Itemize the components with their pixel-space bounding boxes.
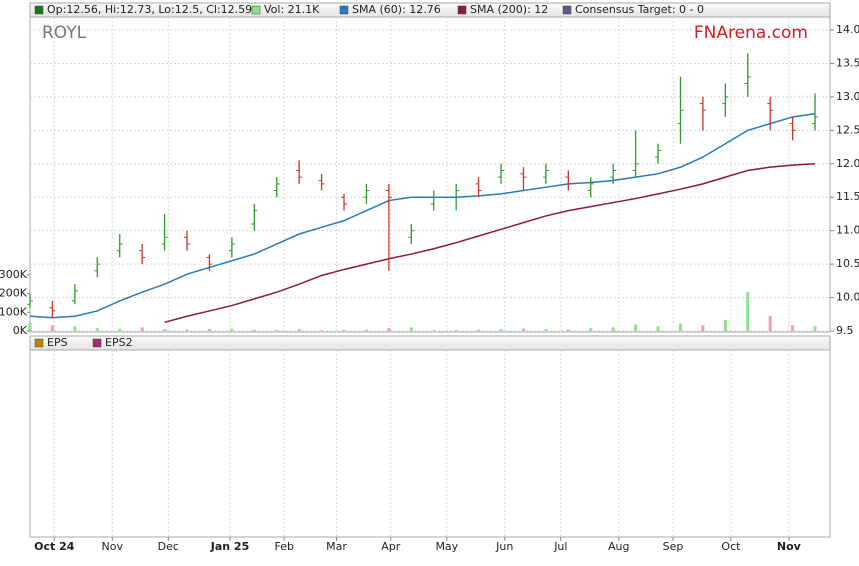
volume-bar [95,328,99,331]
volume-bar [477,329,481,331]
volume-bar [432,329,436,331]
y-tick-label: 10.5 [836,257,859,270]
legend-label: Op:12.56, Hi:12.73, Lo:12.5, Cl:12.59 [47,3,252,16]
volume-bar [73,326,77,331]
y-tick-label: 14.0 [836,23,859,36]
x-tick-label: Nov [777,540,802,553]
volume-bar [701,325,705,331]
y-tick-label: 12.0 [836,157,859,170]
volume-bar [387,328,391,331]
volume-bar [320,330,324,331]
y-tick-label: 11.5 [836,190,859,203]
volume-bar [297,329,301,331]
volume-bar [813,326,817,331]
volume-bar [207,329,211,331]
volume-tick-label: 0K [13,324,28,337]
y-tick-label: 9.5 [836,324,854,337]
x-tick-label: Dec [158,540,179,553]
eps-legend-bar [29,335,831,351]
x-tick-label: Mar [326,540,347,553]
volume-bar [768,316,772,331]
x-tick-label: Aug [608,540,629,553]
plot-layer [27,17,830,537]
legend-label: EPS [47,336,68,349]
volume-bar [275,329,279,331]
volume-bar [791,325,795,331]
legend-label: EPS2 [105,336,133,349]
volume-bar [634,324,638,331]
volume-bar [521,328,525,331]
sma-line [164,163,816,324]
volume-bar [118,328,122,331]
volume-bar [611,327,615,331]
x-tick-label: Nov [102,540,124,553]
volume-bar [28,322,32,331]
volume-bar [589,328,593,331]
legend-label: SMA (60): 12.76 [352,3,441,16]
x-tick-label: Oct [721,540,741,553]
x-tick-label: Apr [381,540,401,553]
volume-bar [723,319,727,331]
volume-tick-label: 100K [0,305,28,318]
y-tick-label: 10.0 [836,291,859,304]
volume-bar [566,329,570,331]
volume-bar [342,329,346,331]
legend-label: Consensus Target: 0 - 0 [575,3,704,16]
legend-swatch [251,5,261,15]
legend-swatch [457,5,467,15]
volume-bar [185,329,189,331]
volume-bar [140,327,144,331]
volume-bar [678,323,682,331]
sma-line [29,112,816,319]
volume-bar [252,329,256,331]
volume-bar [499,329,503,331]
legend-swatch [92,338,102,348]
volume-bar [364,329,368,331]
volume-bar [656,326,660,331]
price-panel [29,2,831,333]
volume-bar [454,330,458,331]
volume-bar [746,291,750,331]
x-tick-label: Sep [663,540,684,553]
y-tick-label: 13.5 [836,56,859,69]
ticker: ROYL [42,23,87,43]
x-tick-label: Jun [495,540,513,553]
y-tick-label: 11.0 [836,224,859,237]
volume-bar [544,329,548,331]
y-tick-label: 12.5 [836,123,859,136]
legend-swatch [562,5,572,15]
volume-bar [50,325,54,331]
y-tick-label: 13.0 [836,90,859,103]
eps-panel [29,335,831,538]
legend-bar [29,2,831,18]
legend-swatch [34,5,44,15]
x-tick-label: Oct 24 [34,540,75,553]
brand: FNArena.com [694,23,808,43]
legend-swatch [339,5,349,15]
x-tick-label: Jan 25 [210,540,249,553]
volume-tick-label: 300K [0,268,28,281]
volume-bar [163,329,167,331]
x-tick-label: Feb [274,540,293,553]
volume-tick-label: 200K [0,287,28,300]
x-tick-label: May [435,540,458,553]
legend-swatch [34,338,44,348]
legend-label: Vol: 21.1K [264,3,320,16]
volume-bar [230,328,234,331]
legend-label: SMA (200): 12 [470,3,548,16]
x-tick-label: Jul [553,540,567,553]
volume-bar [409,327,413,331]
